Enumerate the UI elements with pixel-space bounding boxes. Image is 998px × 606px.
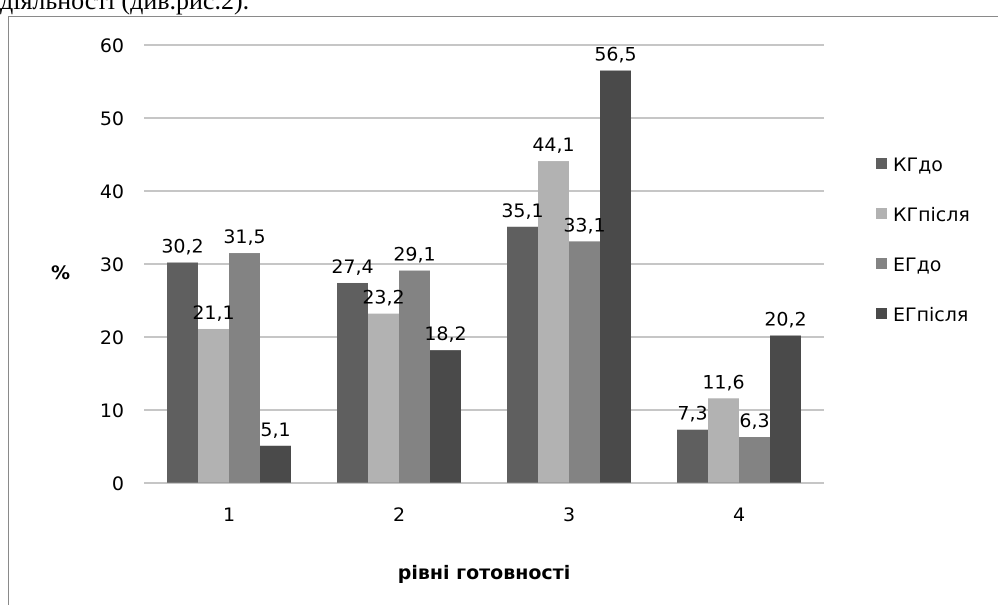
data-label: 5,1 — [260, 419, 290, 441]
legend-swatch — [876, 158, 887, 169]
legend-label: КГпісля — [893, 204, 970, 226]
data-label: 33,1 — [563, 214, 605, 236]
y-tick-label: 40 — [100, 181, 124, 203]
bars — [167, 70, 801, 484]
axes: 0 10 20 30 40 50 60 1 2 3 4 — [100, 35, 824, 526]
legend: КГдо КГпісля ЕГдо ЕГпісля — [876, 154, 970, 326]
legend-swatch — [876, 258, 887, 269]
bar — [337, 282, 368, 483]
y-tick-label: 60 — [100, 35, 124, 57]
data-label: 20,2 — [764, 309, 806, 331]
legend-label: ЕГдо — [893, 254, 941, 276]
legend-label: КГдо — [893, 154, 943, 176]
y-tick-label: 10 — [100, 400, 124, 422]
data-label: 44,1 — [532, 134, 574, 156]
x-tick-label: 4 — [733, 504, 745, 526]
document-header-text: діяльності (див.рис.2). — [0, 0, 250, 15]
data-label: 18,2 — [424, 323, 466, 345]
bar — [677, 429, 708, 483]
bar — [708, 398, 739, 483]
bar-chart: 30,2 21,1 31,5 5,1 27,4 23,2 29,1 18,2 35,1 44,1 3… — [51, 35, 970, 584]
bar — [229, 253, 260, 483]
data-labels: 30,2 21,1 31,5 5,1 27,4 23,2 29,1 18,2 35,1 44,1 3… — [161, 44, 806, 441]
data-label: 30,2 — [161, 236, 203, 258]
legend-swatch — [876, 208, 887, 219]
bar — [569, 241, 600, 483]
bar — [739, 437, 770, 483]
data-label: 7,3 — [677, 403, 707, 425]
data-label: 6,3 — [739, 410, 769, 432]
y-tick-label: 30 — [100, 254, 124, 276]
x-tick-label: 2 — [393, 504, 405, 526]
bar — [167, 262, 198, 483]
data-label: 31,5 — [223, 226, 265, 248]
legend-swatch — [876, 308, 887, 319]
y-axis-label: % — [51, 262, 70, 284]
x-tick-label: 1 — [223, 504, 235, 526]
bar — [368, 313, 399, 483]
bar — [260, 445, 291, 483]
chart-frame: 30,2 21,1 31,5 5,1 27,4 23,2 29,1 18,2 35,1 44,1 3… — [8, 16, 998, 605]
data-label: 35,1 — [501, 200, 543, 222]
legend-label: ЕГпісля — [893, 304, 968, 326]
y-tick-label: 0 — [112, 473, 124, 495]
bar — [538, 161, 569, 483]
bar — [600, 70, 631, 484]
x-axis-label: рівні готовності — [398, 562, 570, 584]
y-tick-label: 50 — [100, 108, 124, 130]
data-label: 23,2 — [362, 287, 404, 309]
bar — [198, 328, 229, 483]
data-label: 56,5 — [594, 44, 636, 66]
data-label: 27,4 — [331, 256, 373, 278]
data-label: 29,1 — [393, 244, 435, 266]
bar — [770, 335, 801, 483]
bar — [399, 270, 430, 483]
data-label: 21,1 — [192, 302, 234, 324]
data-label: 11,6 — [702, 371, 744, 393]
x-tick-label: 3 — [563, 504, 575, 526]
y-tick-label: 20 — [100, 327, 124, 349]
bar — [430, 350, 461, 483]
bar — [507, 226, 538, 483]
